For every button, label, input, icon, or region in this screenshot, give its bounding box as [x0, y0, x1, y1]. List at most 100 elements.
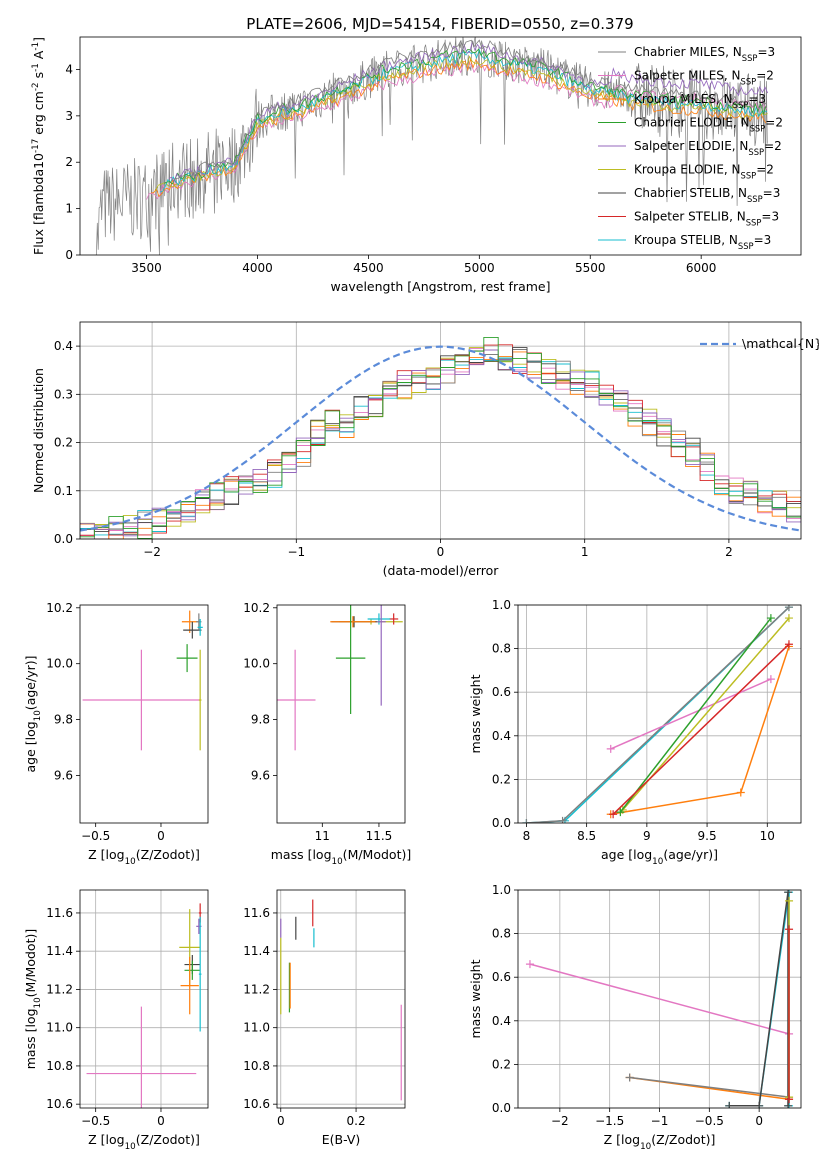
y-tick-label: 0.0	[492, 816, 511, 830]
x-tick-label: −1	[287, 545, 305, 559]
x-tick-label: 5000	[464, 261, 495, 275]
figure-title: PLATE=2606, MJD=54154, FIBERID=0550, z=0…	[246, 15, 633, 33]
x-tick-label: 5500	[575, 261, 606, 275]
y-tick-label: 10.2	[46, 601, 73, 615]
x-axis-label: age [log10(age/yr)]	[601, 847, 718, 867]
x-tick-label: 0	[157, 1114, 165, 1128]
panel-spectrum: 3500 4000 4500 5000 5500 6000 0 1 2 3 4 wavelength …	[31, 36, 802, 294]
errorbar-point-chabrier_elodie	[335, 605, 366, 714]
errorbar-point-kroupa_stelib	[197, 618, 203, 636]
x-tick-label: 9.5	[698, 829, 717, 843]
errorbar-point-kroupa_stelib	[198, 916, 202, 1032]
y-tick-label: 0.4	[492, 1014, 511, 1028]
y-tick-label: 3	[65, 109, 73, 123]
errorbar-point-salpeter_miles	[82, 649, 201, 751]
y-tick-label: 11.0	[243, 1021, 270, 1035]
weight-line-salpeter_miles	[529, 963, 790, 1035]
axes-frame	[79, 36, 802, 256]
y-axis-label: mass weight	[468, 674, 483, 753]
y-axis-label: age [log10(age/yr)]	[23, 655, 43, 772]
y-tick-label: 9.8	[251, 713, 270, 727]
y-tick-label: 0.6	[492, 970, 511, 984]
y-tick-label: 0.6	[492, 685, 511, 699]
plot-area	[280, 899, 402, 1101]
y-tick-label: 0.2	[54, 436, 73, 450]
x-tick-label: 11.5	[366, 829, 393, 843]
legend-label: Kroupa STELIB, NSSP=3	[634, 233, 771, 251]
y-axis-label: Normed distribution	[31, 368, 46, 493]
normal-curve	[80, 345, 801, 532]
errorbar-point-chabrier_elodie	[184, 960, 201, 980]
weight-line-chabrier_stelib	[729, 892, 789, 1107]
errorbar-point-kroupa_miles	[180, 956, 199, 1015]
y-tick-label: 0.0	[54, 532, 73, 546]
errorbar-point-chabrier_elodie	[176, 644, 198, 673]
legend-label: Chabrier ELODIE, NSSP=2	[634, 116, 783, 134]
weight-marker	[522, 819, 531, 823]
x-tick-label: 11	[315, 829, 330, 843]
residual-histogram-chabrier_elodie	[80, 336, 801, 539]
x-tick-label: 2	[725, 545, 733, 559]
residual-histogram-salpeter_elodie	[80, 349, 801, 537]
legend-label: Salpeter MILES, NSSP=2	[634, 69, 774, 87]
x-axis-label: (data-model)/error	[383, 563, 500, 578]
y-tick-label: 10.0	[243, 657, 270, 671]
legend-label: Kroupa ELODIE, NSSP=2	[634, 163, 774, 181]
weight-marker	[785, 1095, 794, 1104]
weight-marker	[766, 675, 775, 684]
panel-age_vs_Z: −0.5 0 9.6 9.8 10.0 10.2 Z [log10(Z/Zodot)] age…	[23, 601, 209, 867]
x-tick-label: 0	[437, 545, 445, 559]
x-tick-label: −2	[551, 1114, 569, 1128]
y-tick-label: 0.1	[54, 484, 73, 498]
y-tick-label: 0.8	[492, 927, 511, 941]
y-tick-label: 11.6	[46, 906, 73, 920]
x-tick-label: 4500	[353, 261, 384, 275]
weight-marker	[606, 744, 615, 753]
y-tick-label: 1.0	[492, 883, 511, 897]
panel-mass_vs_ebv: 0 0.2 10.6 10.8 11.0 11.2 11.4 11.6 E(B-V)	[243, 889, 406, 1147]
plot-area	[80, 336, 801, 539]
x-tick-label: 4000	[242, 261, 273, 275]
errorbar-point-kroupa_stelib	[367, 613, 391, 625]
axes-frame	[79, 889, 209, 1109]
model-spectrum-kroupa_elodie	[155, 55, 768, 192]
x-axis-label: E(B-V)	[322, 1132, 361, 1147]
y-tick-label: 0.2	[492, 1057, 511, 1071]
x-tick-label: 9	[643, 829, 651, 843]
model-spectrum-salpeter_miles	[146, 63, 768, 200]
errorbar-point-kroupa_elodie	[198, 649, 202, 751]
axes-frame	[79, 604, 209, 824]
legend-label: \mathcal{N}(0,1)	[742, 336, 819, 351]
y-tick-label: 10.6	[243, 1097, 270, 1111]
legend-label: Salpeter ELODIE, NSSP=2	[634, 139, 782, 157]
x-tick-label: 6000	[686, 261, 717, 275]
weight-line-salpeter_stelib	[612, 643, 790, 815]
weight-marker	[785, 925, 794, 934]
y-axis-label: mass [log10(M/Modot)]	[23, 929, 43, 1070]
x-axis-label: mass [log10(M/Modot)]	[271, 847, 412, 867]
weight-marker	[616, 808, 625, 817]
x-tick-label: 0.2	[347, 1114, 366, 1128]
model-spectrum-chabrier_elodie	[164, 48, 767, 185]
plot-area	[277, 605, 403, 751]
plot-area	[525, 890, 794, 1108]
y-tick-label: 11.2	[46, 982, 73, 996]
x-tick-label: 3500	[131, 261, 162, 275]
x-axis-label: wavelength [Angstrom, rest frame]	[330, 279, 550, 294]
y-tick-label: 0.8	[492, 642, 511, 656]
y-tick-label: 4	[65, 62, 73, 76]
x-tick-label: 8	[523, 829, 531, 843]
x-tick-label: 1	[581, 545, 589, 559]
model-spectrum-kroupa_miles	[150, 57, 767, 197]
y-tick-label: 0.4	[54, 339, 73, 353]
weight-marker	[725, 1101, 734, 1108]
weight-marker	[609, 810, 618, 819]
weight-marker	[784, 640, 793, 649]
axes-frame	[517, 604, 802, 824]
y-tick-label: 10.8	[243, 1059, 270, 1073]
weight-line-chabrier_miles	[629, 1076, 790, 1098]
weight-marker	[525, 960, 534, 969]
weight-line-kroupa_stelib	[526, 606, 790, 823]
x-tick-label: −0.5	[695, 1114, 724, 1128]
